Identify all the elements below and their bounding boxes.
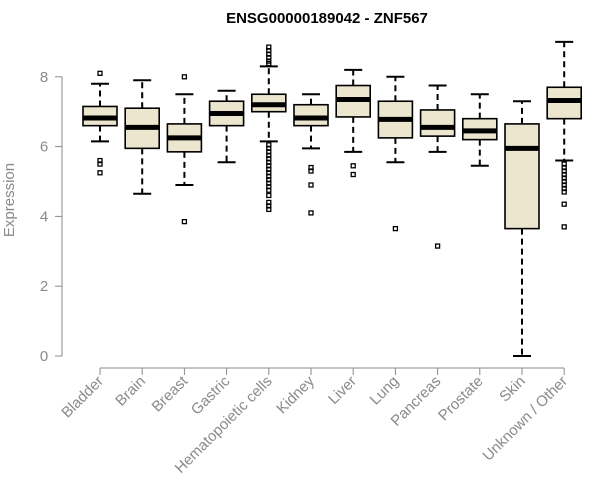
x-tick-label: Prostate bbox=[435, 373, 487, 425]
box-iqr bbox=[504, 123, 540, 230]
outlier-point bbox=[97, 170, 103, 176]
y-tick-label: 6 bbox=[40, 139, 48, 156]
outlier-point bbox=[266, 192, 272, 199]
x-tick-label: Bladder bbox=[58, 373, 107, 422]
box-iqr bbox=[419, 109, 456, 137]
y-axis: 0 2 4 6 8 bbox=[40, 69, 63, 365]
outlier-point bbox=[561, 201, 567, 207]
x-tick-label: Brain bbox=[112, 373, 149, 410]
outlier-point bbox=[308, 168, 314, 174]
plot-area bbox=[82, 40, 583, 357]
box-kidney bbox=[293, 93, 329, 216]
box-brain bbox=[124, 79, 160, 195]
outlier-point bbox=[97, 161, 103, 167]
outlier-point bbox=[561, 189, 567, 195]
x-tick-label: Breast bbox=[149, 372, 192, 415]
outlier-point bbox=[266, 206, 272, 213]
outlier-point bbox=[392, 225, 399, 232]
box-liver bbox=[335, 68, 372, 178]
box-skin bbox=[504, 100, 540, 357]
box-lung bbox=[377, 75, 414, 232]
x-tick-label: Kidney bbox=[273, 372, 318, 417]
outlier-point bbox=[97, 70, 103, 76]
y-tick-label: 2 bbox=[40, 278, 48, 295]
outlier-point bbox=[350, 163, 356, 169]
outlier-point bbox=[308, 182, 314, 188]
outlier-point bbox=[266, 60, 272, 67]
y-tick-label: 4 bbox=[40, 208, 48, 225]
box-gastric bbox=[208, 89, 245, 164]
outlier-point bbox=[561, 224, 567, 230]
box-hematopoietic-cells bbox=[251, 44, 287, 213]
box-pancreas bbox=[419, 84, 456, 249]
box-unknown-other bbox=[546, 40, 583, 230]
x-tick-label: Skin bbox=[496, 373, 529, 406]
box-breast bbox=[166, 74, 203, 225]
box-prostate bbox=[461, 93, 498, 167]
y-tick-label: 8 bbox=[40, 69, 48, 86]
chart-title: ENSG00000189042 - ZNF567 bbox=[226, 10, 428, 27]
outlier-point bbox=[434, 243, 441, 249]
outlier-point bbox=[181, 218, 188, 225]
x-tick-label: Liver bbox=[325, 373, 360, 408]
y-axis-label: Expression bbox=[1, 163, 18, 237]
outlier-point bbox=[308, 210, 314, 216]
box-bladder bbox=[82, 70, 118, 176]
box-iqr bbox=[293, 103, 329, 127]
outlier-point bbox=[266, 187, 272, 193]
y-tick-label: 0 bbox=[40, 348, 48, 365]
x-tick-label: Lung bbox=[367, 373, 403, 409]
outlier-point bbox=[181, 74, 188, 80]
outlier-point bbox=[350, 171, 356, 178]
